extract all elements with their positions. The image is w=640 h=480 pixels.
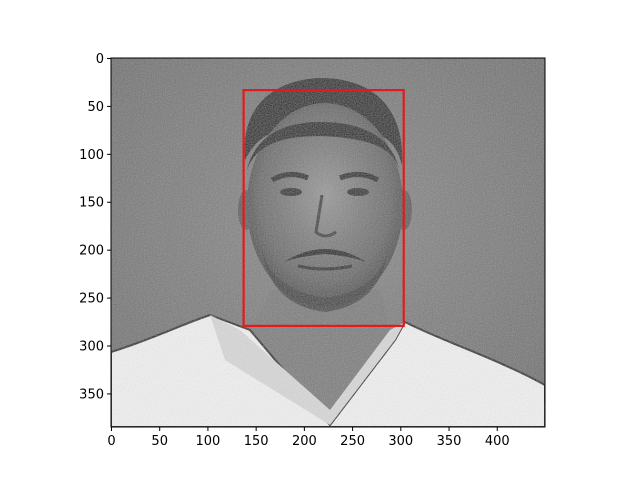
y-tick-label: 50 <box>87 100 104 115</box>
axes-frame <box>110 57 546 428</box>
photo-face <box>247 103 403 307</box>
photo <box>111 58 545 427</box>
photo-mouth <box>297 264 353 271</box>
x-tick-label: 400 <box>485 434 510 449</box>
photo-beard <box>262 250 388 312</box>
photo-left-eye <box>280 188 302 196</box>
x-tick-label: 100 <box>196 434 221 449</box>
x-tick-label: 200 <box>292 434 317 449</box>
photo-mustache <box>284 249 366 262</box>
y-tick-label: 200 <box>79 244 104 259</box>
y-tick-label: 100 <box>79 148 104 163</box>
photo-neck <box>250 290 395 420</box>
x-axis: 0 50 100 150 200 250 300 350 400 <box>107 427 510 449</box>
y-tick-label: 250 <box>79 292 104 307</box>
photo-right-eyebrow <box>339 172 380 183</box>
x-tick-label: 50 <box>151 434 168 449</box>
y-tick-label: 0 <box>96 52 104 67</box>
y-axis: 0 50 100 150 200 250 300 350 <box>79 52 111 402</box>
x-tick-label: 250 <box>340 434 365 449</box>
photo-nose <box>314 194 337 238</box>
photo-left-ear <box>238 190 254 230</box>
photo-left-eyebrow <box>270 172 310 183</box>
y-tick-label: 350 <box>79 387 104 402</box>
y-tick-label: 300 <box>79 340 104 355</box>
x-tick-label: 0 <box>107 434 115 449</box>
photo-shirt-shade <box>210 315 405 425</box>
bounding-box <box>242 89 405 327</box>
photo-hairline <box>247 122 400 172</box>
x-tick-label: 300 <box>388 434 413 449</box>
x-tick-label: 150 <box>244 434 269 449</box>
y-tick-label: 150 <box>79 196 104 211</box>
photo-right-eye <box>347 188 369 196</box>
x-tick-label: 350 <box>437 434 462 449</box>
